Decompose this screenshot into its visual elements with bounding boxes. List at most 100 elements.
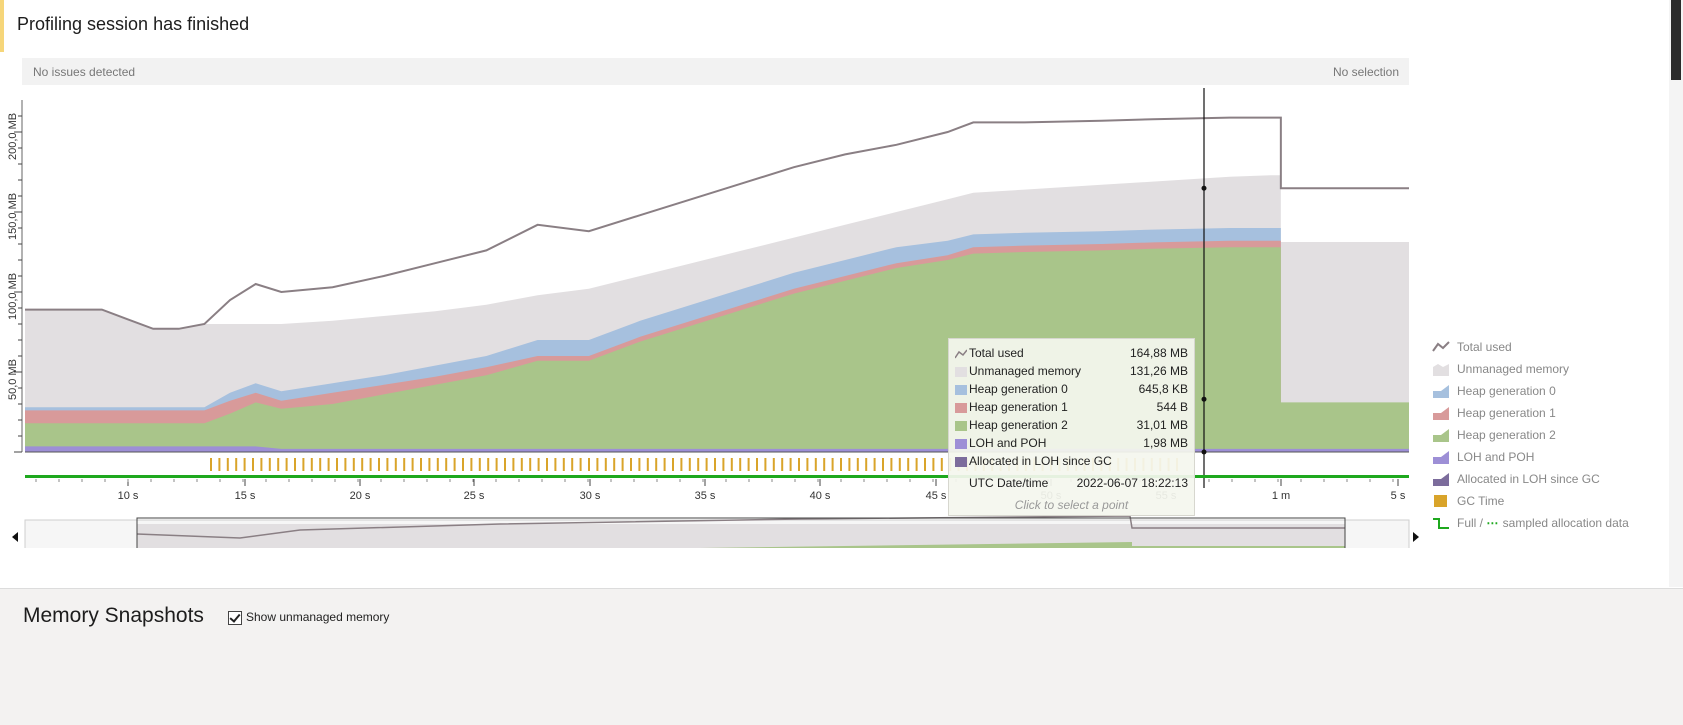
legend-item-total-used[interactable]: Total used — [1432, 338, 1672, 358]
tooltip-value: 544 B — [1156, 400, 1188, 414]
memory-chart[interactable]: 50,0 MB 100,0 MB 150,0 MB 200,0 MB 10 s 15 s… — [0, 88, 1420, 557]
gc-time-mark — [302, 458, 305, 471]
tooltip-value: 645,8 KB — [1138, 382, 1188, 396]
legend-label: GC Time — [1457, 494, 1505, 508]
x-tick-label: 15 s — [235, 490, 256, 502]
legend-item-heap2[interactable]: Heap generation 2 — [1432, 426, 1672, 446]
gc-time-mark — [361, 458, 364, 471]
gc-time-icon — [1434, 495, 1447, 507]
gc-time-mark — [445, 458, 448, 471]
x-tick-label: 20 s — [350, 490, 371, 502]
data-point-tooltip: Total used 164,88 MB Unmanaged memory 13… — [948, 338, 1195, 516]
legend-item-unmanaged[interactable]: Unmanaged memory — [1432, 360, 1672, 380]
gc-time-mark — [806, 458, 809, 471]
legend-item-allocated-loh[interactable]: Allocated in LOH since GC — [1432, 470, 1672, 490]
x-tick-label: 1 m — [1272, 490, 1290, 502]
gc-time-mark — [411, 458, 414, 471]
gc-time-mark — [260, 458, 263, 471]
legend-item-gc-time[interactable]: GC Time — [1432, 492, 1672, 512]
tooltip-row-heap1: Heap generation 1 544 B — [949, 399, 1194, 417]
selection-status[interactable]: No selection — [1332, 65, 1399, 79]
gc-time-mark — [630, 458, 632, 471]
issues-status: No issues detected — [33, 65, 136, 79]
alloc-full-label: Full / — [1457, 516, 1487, 530]
loh-poh-icon — [1433, 451, 1449, 464]
gc-time-mark — [462, 458, 464, 471]
overview-heap2-tail — [1132, 546, 1345, 554]
tooltip-value: 1,98 MB — [1143, 436, 1188, 450]
gc-time-mark — [243, 458, 246, 471]
heap-gen1-icon — [955, 403, 967, 413]
x-tick-label: 5 s — [1391, 490, 1406, 502]
legend-label: LOH and POH — [1457, 450, 1535, 464]
gc-time-mark — [798, 458, 800, 471]
gc-time-mark — [898, 458, 901, 471]
overview-strip[interactable] — [12, 515, 1419, 557]
gc-time-mark — [672, 458, 674, 471]
overview-total-line — [136, 515, 1345, 539]
gc-time-mark — [512, 458, 515, 471]
gc-time-mark — [730, 458, 733, 471]
legend-item-heap0[interactable]: Heap generation 0 — [1432, 382, 1672, 402]
gc-time-mark — [840, 458, 842, 471]
gc-time-mark — [562, 458, 565, 471]
memory-chart-svg[interactable]: 50,0 MB 100,0 MB 150,0 MB 200,0 MB 10 s 15 s… — [0, 88, 1420, 557]
gc-time-mark — [579, 458, 582, 471]
tooltip-row-loh: LOH and POH 1,98 MB — [949, 435, 1194, 453]
gc-time-mark — [940, 458, 943, 471]
vertical-scrollbar[interactable] — [1669, 0, 1683, 587]
allocated-loh-icon — [1433, 473, 1449, 486]
tooltip-label: Unmanaged memory — [969, 364, 1082, 378]
gc-time-mark — [613, 458, 616, 471]
legend-item-heap1[interactable]: Heap generation 1 — [1432, 404, 1672, 424]
allocated-loh-icon — [955, 457, 967, 467]
show-unmanaged-label[interactable]: Show unmanaged memory — [246, 610, 390, 624]
cursor-point — [1201, 396, 1207, 402]
scroll-left-icon[interactable] — [12, 532, 18, 542]
legend-item-loh-poh[interactable]: LOH and POH — [1432, 448, 1672, 468]
status-title: Profiling session has finished — [17, 14, 250, 34]
gc-time-mark — [571, 458, 574, 471]
gc-time-mark — [890, 458, 893, 471]
gc-time-mark — [285, 458, 288, 471]
dotted-line-icon: ⋯ — [1486, 516, 1500, 530]
gc-time-mark — [470, 458, 473, 471]
memory-snapshots-heading: Memory Snapshots — [23, 604, 204, 627]
gc-time-mark — [277, 458, 280, 471]
gc-time-mark — [697, 458, 700, 471]
gc-time-mark — [907, 458, 910, 471]
gc-time-mark — [294, 458, 296, 471]
legend-label: Heap generation 2 — [1457, 428, 1556, 442]
gc-time-mark — [655, 458, 658, 471]
scrollbar-thumb[interactable] — [1671, 0, 1681, 80]
total-used-line — [25, 116, 1409, 330]
heap-gen0-icon — [955, 385, 967, 395]
tooltip-label: Total used — [969, 346, 1024, 360]
gc-time-mark — [646, 458, 649, 471]
gc-time-mark — [722, 458, 725, 471]
gc-time-mark — [848, 458, 851, 471]
gc-time-mark — [386, 458, 389, 471]
gc-time-mark — [369, 458, 372, 471]
gc-time-mark — [436, 458, 439, 471]
gc-time-mark — [789, 458, 792, 471]
gc-time-mark — [739, 458, 742, 471]
show-unmanaged-checkbox[interactable] — [228, 611, 242, 625]
gc-time-mark — [504, 458, 506, 471]
gc-time-mark — [772, 458, 775, 471]
scroll-right-icon[interactable] — [1413, 532, 1419, 542]
legend-label: Unmanaged memory — [1457, 362, 1570, 376]
gc-time-mark — [705, 458, 708, 471]
gc-time-mark — [714, 458, 716, 471]
heap-gen2-icon — [1433, 429, 1449, 442]
heap-gen0-icon — [1433, 385, 1449, 398]
legend-item-allocation-data[interactable]: Full / ⋯ sampled allocation data — [1432, 514, 1672, 534]
tooltip-label: Heap generation 1 — [969, 400, 1068, 414]
gc-time-mark — [344, 458, 347, 471]
total-used-icon — [955, 349, 967, 359]
gc-time-mark — [453, 458, 456, 471]
gc-time-mark — [924, 458, 926, 471]
gc-time-mark — [226, 458, 229, 471]
gc-time-mark — [604, 458, 607, 471]
gc-time-mark — [310, 458, 313, 471]
